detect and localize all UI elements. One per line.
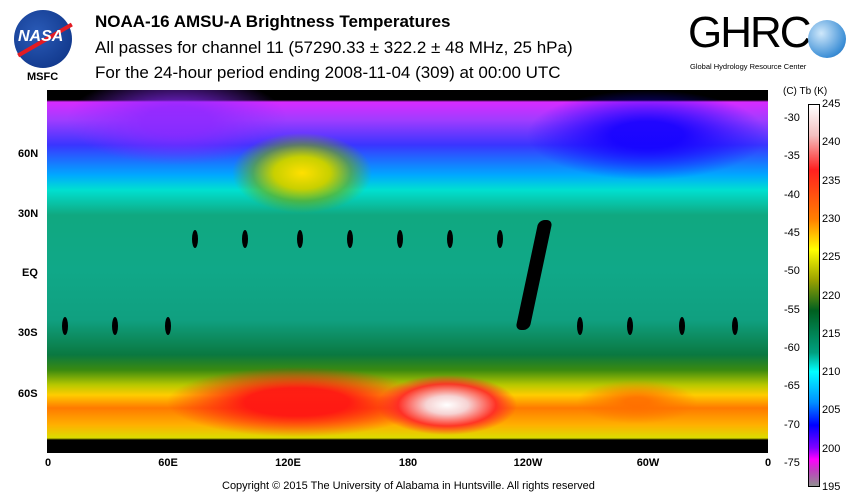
lat-label: 30N bbox=[18, 208, 39, 220]
data-gap bbox=[112, 317, 118, 335]
data-gap bbox=[347, 230, 353, 248]
kelvin-tick: 240 bbox=[822, 136, 841, 149]
lon-label: 0 bbox=[764, 457, 772, 469]
celsius-tick: -45 bbox=[784, 227, 800, 240]
channel-subtitle: All passes for channel 11 (57290.33 ± 32… bbox=[95, 38, 573, 57]
data-gap bbox=[732, 317, 738, 335]
celsius-tick: -40 bbox=[784, 188, 800, 201]
celsius-tick: -65 bbox=[784, 380, 800, 393]
data-gap bbox=[242, 230, 248, 248]
colorbar bbox=[808, 104, 820, 487]
lat-label: 60S bbox=[18, 388, 38, 400]
ghrc-subtitle: Global Hydrology Resource Center bbox=[690, 62, 807, 71]
kelvin-tick: 215 bbox=[822, 327, 841, 340]
kelvin-tick: 230 bbox=[822, 212, 841, 225]
kelvin-tick: 195 bbox=[822, 481, 841, 493]
kelvin-tick: 200 bbox=[822, 442, 841, 455]
lat-label: 60N bbox=[18, 148, 39, 160]
data-gap bbox=[62, 317, 68, 335]
lat-label: 30S bbox=[18, 327, 38, 339]
brightness-temperature-map bbox=[47, 90, 768, 453]
data-gap bbox=[165, 317, 171, 335]
lon-label: 120E bbox=[275, 457, 301, 469]
celsius-tick: -60 bbox=[784, 341, 800, 354]
kelvin-tick: 225 bbox=[822, 251, 841, 264]
nasa-logo: NASA bbox=[14, 10, 73, 68]
period-subtitle: For the 24-hour period ending 2008-11-04… bbox=[95, 63, 561, 82]
data-gap bbox=[627, 317, 633, 335]
kelvin-tick: 245 bbox=[822, 98, 841, 110]
data-gap bbox=[447, 230, 453, 248]
data-gap bbox=[297, 230, 303, 248]
celsius-tick: -30 bbox=[784, 112, 800, 125]
data-gap bbox=[679, 317, 685, 335]
kelvin-tick: 220 bbox=[822, 289, 841, 302]
lon-label: 180 bbox=[398, 457, 418, 469]
lat-label: EQ bbox=[22, 267, 38, 279]
kelvin-tick: 210 bbox=[822, 366, 841, 379]
colorbar-units: (C) Tb (K) bbox=[783, 86, 828, 97]
data-gap bbox=[192, 230, 198, 248]
data-gap bbox=[577, 317, 583, 335]
ghrc-logo: GHRC bbox=[688, 8, 812, 57]
msfc-label: MSFC bbox=[27, 71, 59, 83]
data-gap bbox=[397, 230, 403, 248]
lon-label: 60E bbox=[158, 457, 178, 469]
page-title: NOAA-16 AMSU-A Brightness Temperatures bbox=[95, 12, 451, 31]
globe-icon bbox=[808, 20, 846, 58]
celsius-tick: -75 bbox=[784, 456, 800, 469]
celsius-tick: -70 bbox=[784, 418, 800, 431]
lon-label: 0 bbox=[44, 457, 52, 469]
celsius-tick: -50 bbox=[784, 265, 800, 278]
kelvin-tick: 205 bbox=[822, 404, 841, 417]
copyright: Copyright © 2015 The University of Alaba… bbox=[222, 480, 595, 492]
data-gap bbox=[497, 230, 503, 248]
celsius-tick: -35 bbox=[784, 150, 800, 163]
celsius-tick: -55 bbox=[784, 303, 800, 316]
kelvin-tick: 235 bbox=[822, 174, 841, 187]
lon-label: 60W bbox=[636, 457, 660, 469]
lon-label: 120W bbox=[513, 457, 543, 469]
data-gap-swath bbox=[515, 220, 553, 330]
